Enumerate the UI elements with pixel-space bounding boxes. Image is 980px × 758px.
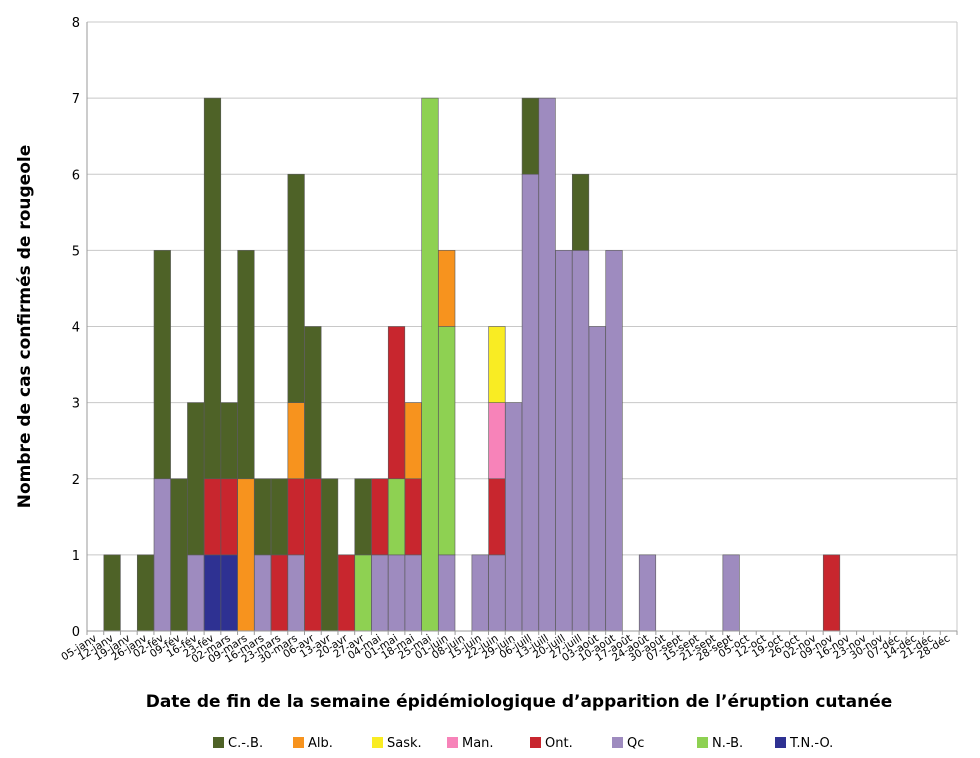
bar-segment [438, 250, 456, 327]
legend-swatch [775, 737, 786, 748]
bar-segment [387, 478, 406, 556]
bar-segment [571, 250, 590, 632]
y-tick-label: 1 [72, 549, 80, 564]
bar-segment [220, 402, 238, 480]
bar-segment [438, 554, 456, 632]
bar-segment [488, 326, 506, 403]
bar-segment [822, 554, 841, 632]
bar-segment [304, 478, 322, 632]
bar-segment [237, 478, 255, 632]
bar-segment [421, 97, 439, 632]
legend-label: Qc [627, 736, 644, 751]
bar-segment [404, 478, 422, 556]
bar-segment [187, 554, 205, 632]
bar-segment [571, 173, 590, 251]
x-axis-title: Date de fin de la semaine épidémiologiqu… [146, 692, 893, 712]
bar-segment [287, 173, 305, 403]
bar-segment [605, 250, 623, 632]
axes [86, 22, 958, 635]
bar-segment [321, 478, 339, 632]
bar-segment [254, 478, 272, 556]
y-tick-label: 0 [72, 625, 80, 640]
bar-segment [371, 554, 389, 632]
bar-segment [203, 97, 222, 480]
bar-segment [538, 97, 556, 632]
bar-segment [254, 554, 272, 632]
bar-segment [404, 402, 422, 480]
bar-segment [170, 478, 188, 632]
bar-segment [287, 478, 305, 556]
y-tick-label: 3 [72, 397, 80, 412]
bar-segment [488, 478, 506, 556]
bar-segment [387, 326, 406, 480]
legend-swatch [697, 737, 708, 748]
bar-segment [203, 478, 222, 556]
legend: C.-.B. Alb. Sask. Man. Ont. Qc N.-B. T.N.-O. [213, 736, 833, 751]
legend-label: Alb. [308, 736, 333, 751]
legend-swatch [530, 737, 541, 748]
bar-segment [354, 478, 372, 556]
bar-segment [488, 554, 506, 632]
y-tick-labels: 0 1 2 3 4 5 6 7 8 [72, 16, 80, 640]
bar-segment [203, 554, 222, 632]
bar-segment [220, 554, 238, 632]
y-axis-title: Nombre de cas confirmés de rougeole [15, 145, 35, 508]
legend-label: Man. [462, 736, 494, 751]
legend-label: Ont. [545, 736, 573, 751]
bar-segment [187, 402, 205, 556]
bar-segment [287, 554, 305, 632]
bar-segment [153, 478, 171, 632]
bar-segment [505, 402, 523, 632]
y-tick-label: 4 [72, 321, 80, 336]
y-tick-label: 2 [72, 473, 80, 488]
legend-swatch [293, 737, 304, 748]
bar-segment [521, 173, 539, 632]
bar-segment [387, 554, 406, 632]
y-tick-label: 8 [72, 16, 80, 31]
bar-segment [404, 554, 422, 632]
bar-segment [287, 402, 305, 480]
legend-swatch [372, 737, 383, 748]
bar-segment [270, 478, 288, 556]
bar-segment [354, 554, 372, 632]
bar-segment [237, 250, 255, 480]
bar-segment [722, 554, 740, 632]
bar-segment [555, 250, 573, 632]
legend-swatch [612, 737, 623, 748]
y-tick-label: 6 [72, 168, 80, 183]
legend-swatch [213, 737, 224, 748]
bar-segment [488, 402, 506, 480]
legend-swatch [447, 737, 458, 748]
bar-segment [153, 250, 171, 480]
x-tick-labels: 05-janv12-janv19-janv26-janv02-fév09-fév… [59, 632, 952, 666]
bar-segment [270, 554, 288, 632]
bar-segment [337, 554, 355, 632]
bar-segment [220, 478, 238, 556]
y-tick-label: 5 [72, 244, 80, 259]
bars [103, 97, 841, 632]
bar-segment [371, 478, 389, 556]
legend-label: Sask. [387, 736, 422, 751]
bar-segment [471, 554, 489, 632]
bar-segment [638, 554, 657, 632]
bar-segment [438, 326, 456, 556]
bar-segment [103, 554, 121, 632]
bar-segment [304, 326, 322, 480]
y-tick-label: 7 [72, 92, 80, 107]
bar-segment [136, 554, 155, 632]
bar-segment [588, 326, 606, 632]
bar-segment [521, 97, 539, 175]
legend-label: C.-.B. [228, 736, 263, 751]
legend-label: N.-B. [712, 736, 743, 751]
legend-label: T.N.-O. [789, 736, 833, 751]
